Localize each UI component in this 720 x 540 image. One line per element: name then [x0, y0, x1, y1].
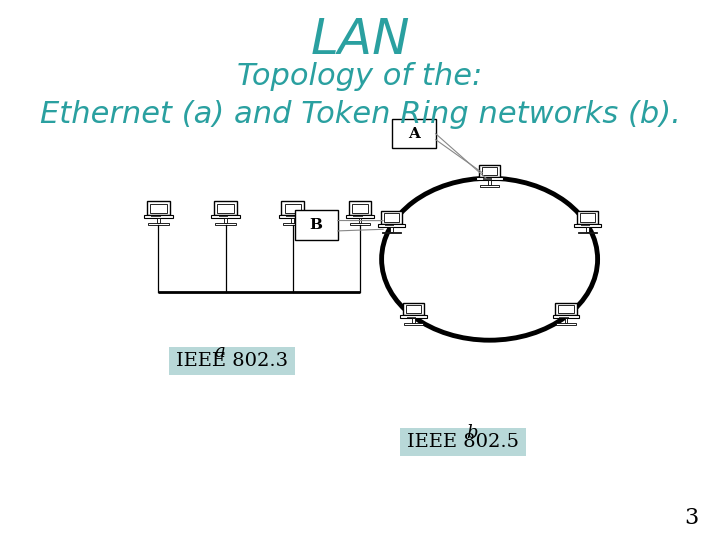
Bar [577, 211, 598, 224]
Bar [212, 215, 240, 218]
Bar [404, 323, 423, 325]
Bar [157, 218, 160, 223]
Bar [400, 315, 426, 318]
Bar [218, 216, 228, 218]
Bar [574, 224, 601, 227]
Bar [581, 225, 590, 226]
Bar [169, 347, 295, 375]
Bar [488, 180, 491, 185]
Bar [483, 178, 492, 179]
Text: Ethernet (a) and Token Ring networks (b).: Ethernet (a) and Token Ring networks (b)… [40, 100, 680, 129]
Text: 3: 3 [684, 507, 698, 529]
Bar [348, 201, 372, 215]
Bar [381, 211, 402, 224]
Bar [151, 216, 161, 218]
Bar [215, 201, 237, 215]
Text: A: A [408, 127, 420, 140]
Bar [553, 315, 580, 318]
Text: LAN: LAN [310, 16, 410, 64]
Bar [482, 166, 498, 175]
Bar [144, 215, 173, 218]
Text: b: b [466, 424, 477, 442]
Bar [405, 305, 421, 313]
Bar [282, 223, 303, 225]
Bar [385, 225, 395, 226]
Bar [390, 227, 393, 232]
Bar [400, 428, 526, 456]
Bar [282, 201, 304, 215]
Bar [392, 119, 436, 148]
Bar [382, 232, 401, 233]
Bar [353, 216, 363, 218]
Bar [148, 223, 168, 225]
Bar [476, 177, 503, 180]
Bar [580, 213, 595, 222]
Bar [479, 165, 500, 177]
Bar [480, 185, 499, 187]
Bar [555, 303, 577, 315]
Bar [224, 218, 227, 223]
Text: IEEE 802.5: IEEE 802.5 [407, 433, 518, 451]
Bar [352, 204, 368, 213]
Text: a: a [215, 343, 225, 361]
Bar [384, 213, 400, 222]
Text: IEEE 802.3: IEEE 802.3 [176, 352, 288, 370]
Bar [217, 204, 234, 213]
Text: B: B [310, 218, 323, 232]
Bar [564, 318, 567, 323]
Bar [294, 210, 338, 240]
Bar [559, 316, 569, 318]
Bar [284, 204, 301, 213]
Bar [279, 215, 307, 218]
Bar [147, 201, 170, 215]
Bar [407, 316, 416, 318]
Bar [350, 223, 370, 225]
Text: Topology of the:: Topology of the: [238, 62, 482, 91]
Bar [286, 216, 296, 218]
Bar [578, 232, 597, 233]
Bar [558, 305, 574, 313]
Bar [557, 323, 575, 325]
Bar [292, 218, 294, 223]
Bar [346, 215, 374, 218]
Bar [359, 218, 361, 223]
Bar [150, 204, 166, 213]
Bar [402, 303, 424, 315]
Bar [378, 224, 405, 227]
Bar [412, 318, 415, 323]
Bar [215, 223, 236, 225]
Bar [586, 227, 589, 232]
